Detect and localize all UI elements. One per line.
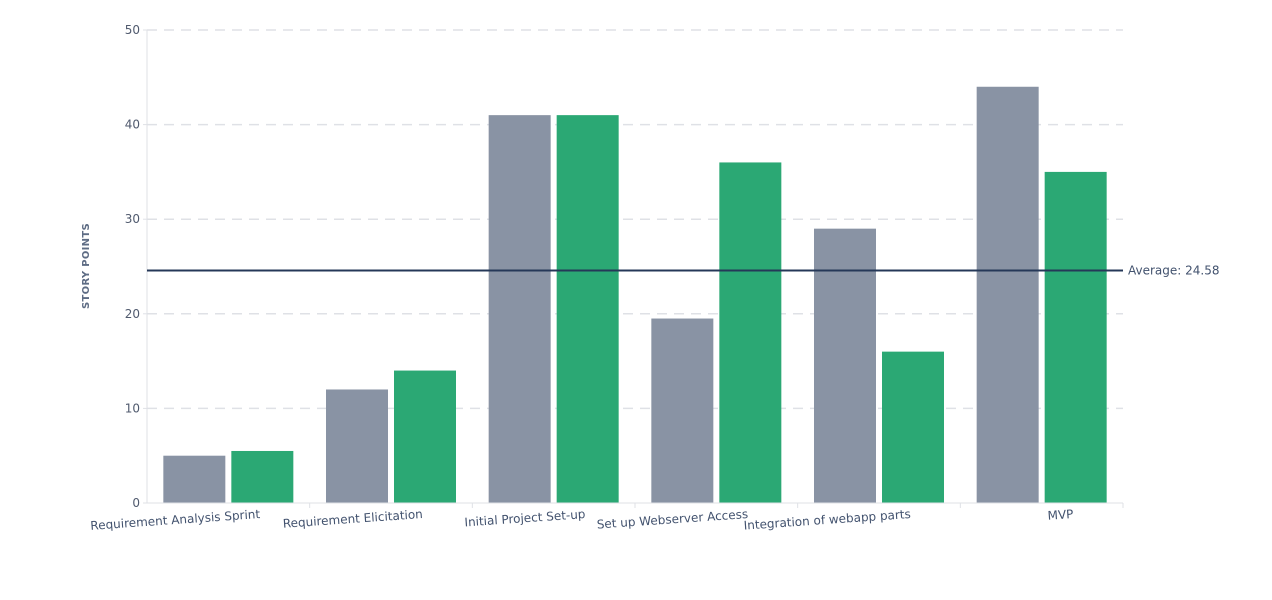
bar <box>651 318 714 503</box>
bar <box>1044 171 1107 503</box>
x-tick-label: Requirement Elicitation <box>282 507 423 531</box>
x-tick-label: Requirement Analysis Sprint <box>90 507 261 533</box>
x-tick-label: Set up Webserver Access <box>596 507 748 532</box>
y-tick-label: 40 <box>125 118 140 132</box>
bar <box>231 450 294 503</box>
y-tick-label: 0 <box>132 496 140 510</box>
bar <box>326 389 388 503</box>
average-label: Average: 24.58 <box>1128 263 1220 277</box>
bar <box>394 370 456 503</box>
y-tick-label: 10 <box>125 401 140 415</box>
grid-lines <box>143 29 1124 508</box>
bars <box>163 86 1107 503</box>
bar <box>882 351 944 503</box>
bar <box>488 115 551 503</box>
y-axis-label: STORY POINTS <box>81 223 92 309</box>
y-tick-label: 30 <box>125 212 140 226</box>
bar <box>976 86 1039 503</box>
bar <box>814 228 876 503</box>
x-tick-label: Initial Project Set-up <box>464 507 586 529</box>
y-tick-labels: 0 10 20 30 40 50 <box>125 23 140 510</box>
bar <box>719 162 782 503</box>
x-tick-label: Integration of webapp parts <box>743 507 911 533</box>
y-tick-label: 20 <box>125 307 140 321</box>
x-tick-label: MVP <box>1047 507 1074 523</box>
bar <box>556 115 619 503</box>
x-tick-labels: Requirement Analysis Sprint Requirement E… <box>90 507 1074 533</box>
y-tick-label: 50 <box>125 23 140 37</box>
bar <box>163 455 226 503</box>
